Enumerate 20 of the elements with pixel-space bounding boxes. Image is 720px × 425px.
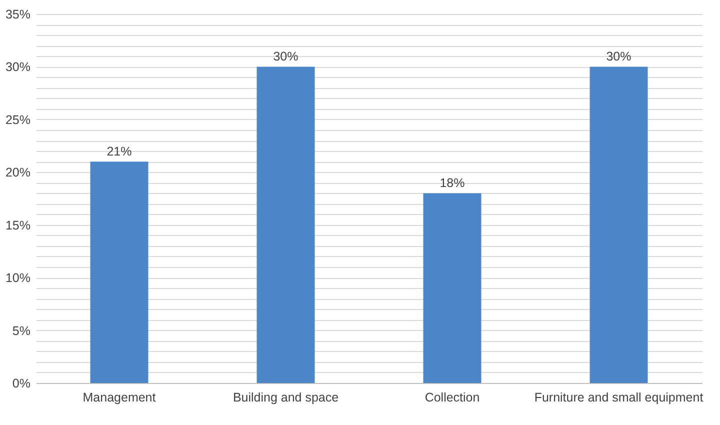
y-tick-label: 15% — [5, 218, 30, 232]
x-tick-label: Building and space — [232, 390, 339, 404]
bar — [256, 66, 315, 383]
data-label: 30% — [273, 50, 298, 64]
y-tick-label: 20% — [5, 166, 30, 180]
x-tick-label: Collection — [424, 390, 480, 404]
y-tick-label: 5% — [12, 324, 30, 338]
data-label: 21% — [106, 144, 132, 159]
y-tick-label: 30% — [5, 60, 30, 74]
data-label: 18% — [440, 176, 465, 190]
y-tick-label: 10% — [5, 271, 30, 286]
bar — [90, 162, 148, 383]
y-tick-label: 0% — [12, 376, 30, 390]
y-tick-label: 35% — [5, 8, 30, 22]
bar — [423, 193, 482, 383]
bar — [590, 66, 648, 383]
data-label: 30% — [606, 50, 632, 64]
x-tick-label: Furniture and small equipment — [534, 390, 704, 404]
x-tick-label: Management — [82, 390, 156, 404]
y-tick-label: 25% — [5, 112, 30, 127]
